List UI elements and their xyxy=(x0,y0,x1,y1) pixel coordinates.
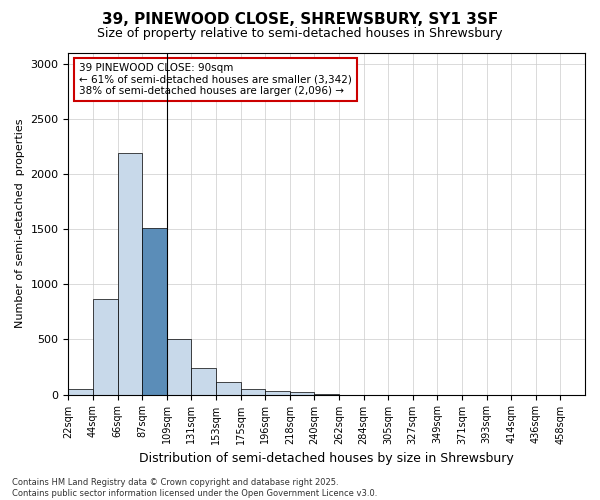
Text: 39, PINEWOOD CLOSE, SHREWSBURY, SY1 3SF: 39, PINEWOOD CLOSE, SHREWSBURY, SY1 3SF xyxy=(102,12,498,28)
Bar xyxy=(142,228,167,394)
Bar xyxy=(93,298,118,394)
Bar xyxy=(68,388,93,394)
Text: Size of property relative to semi-detached houses in Shrewsbury: Size of property relative to semi-detach… xyxy=(97,28,503,40)
Bar xyxy=(290,392,314,394)
Bar xyxy=(216,382,241,394)
Bar xyxy=(241,388,265,394)
Text: 39 PINEWOOD CLOSE: 90sqm
← 61% of semi-detached houses are smaller (3,342)
38% o: 39 PINEWOOD CLOSE: 90sqm ← 61% of semi-d… xyxy=(79,63,352,96)
Bar xyxy=(167,340,191,394)
Bar xyxy=(191,368,216,394)
X-axis label: Distribution of semi-detached houses by size in Shrewsbury: Distribution of semi-detached houses by … xyxy=(139,452,514,465)
Bar xyxy=(118,153,142,394)
Bar xyxy=(265,392,290,394)
Text: Contains HM Land Registry data © Crown copyright and database right 2025.
Contai: Contains HM Land Registry data © Crown c… xyxy=(12,478,377,498)
Y-axis label: Number of semi-detached  properties: Number of semi-detached properties xyxy=(15,119,25,328)
